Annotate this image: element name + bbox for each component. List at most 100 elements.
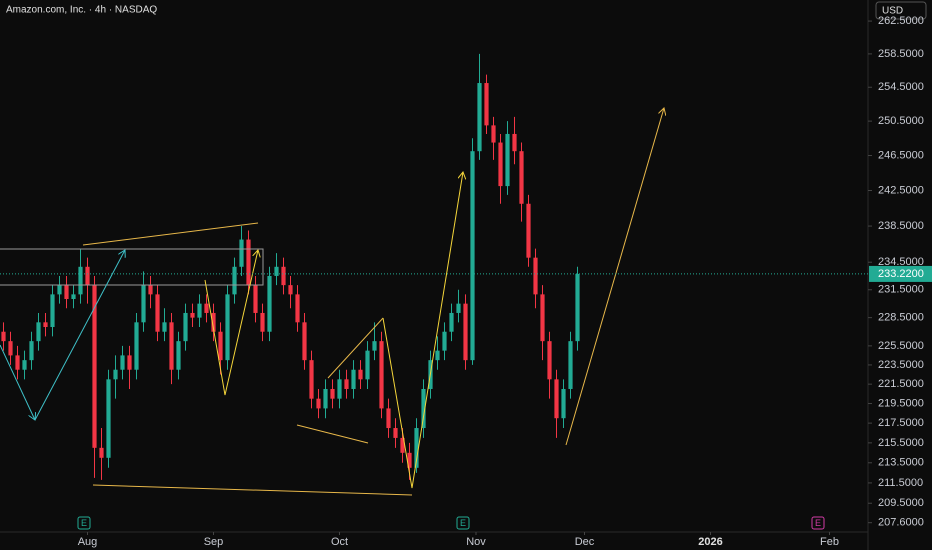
- y-tick-label: 219.5000: [878, 397, 924, 409]
- y-tick-label: 234.5000: [878, 256, 924, 268]
- candle-body: [568, 341, 573, 389]
- candle-body: [554, 379, 559, 419]
- candle-body: [295, 294, 300, 323]
- earnings-label: E: [815, 518, 821, 528]
- price-label-box: [869, 265, 932, 282]
- candle-body: [204, 303, 209, 313]
- candle-body: [498, 142, 503, 187]
- zigzag: [382, 172, 463, 489]
- candle-body: [36, 322, 41, 342]
- y-tick-label: 258.5000: [878, 48, 924, 60]
- candle-body: [106, 379, 111, 458]
- candle-body: [64, 285, 69, 300]
- candles: [1, 53, 580, 480]
- earnings-label: E: [81, 518, 87, 528]
- drawings: [0, 108, 664, 496]
- candle-body: [561, 388, 566, 419]
- trend-arrow: [34, 250, 125, 421]
- trend-line: [92, 484, 413, 496]
- candle-body: [547, 341, 552, 380]
- candle-body: [477, 83, 482, 152]
- trend-arrow: [0, 344, 35, 420]
- candle-body: [435, 350, 440, 361]
- earnings-marker[interactable]: [456, 516, 470, 530]
- candle-body: [197, 303, 202, 318]
- candle-body: [421, 388, 426, 429]
- x-tick-label: 2026: [698, 536, 722, 548]
- candle-body: [29, 341, 34, 361]
- currency-button[interactable]: [875, 1, 927, 20]
- candle-body: [512, 133, 517, 152]
- candle-body: [78, 266, 83, 295]
- candle-body: [288, 285, 293, 295]
- y-tick-label: 238.5000: [878, 220, 924, 232]
- candle-body: [463, 303, 468, 361]
- trend-line: [327, 317, 384, 379]
- y-tick-label: 217.5000: [878, 417, 924, 429]
- x-tick-label: Nov: [466, 536, 486, 548]
- y-tick-label: 207.6000: [878, 517, 924, 529]
- currency[interactable]: USD: [882, 6, 903, 17]
- candle-body: [92, 285, 97, 448]
- candle-body: [379, 341, 384, 409]
- candle-body: [127, 355, 132, 370]
- x-tick-label: Feb: [820, 536, 839, 548]
- candle-body: [162, 322, 167, 332]
- candle-body: [50, 294, 55, 328]
- candle-body: [1, 331, 6, 342]
- candle-body: [22, 360, 27, 370]
- candle-body: [43, 322, 48, 328]
- candle-body: [190, 312, 195, 318]
- candle-body: [176, 341, 181, 370]
- projection-arrow: [565, 108, 664, 446]
- candle-body: [246, 239, 251, 286]
- candle-body: [351, 369, 356, 389]
- candle-body: [393, 428, 398, 438]
- earnings-marker[interactable]: [77, 516, 91, 530]
- candle-body: [365, 350, 370, 380]
- earnings-marker[interactable]: [811, 516, 825, 530]
- candle-body: [519, 151, 524, 204]
- candle-body: [218, 331, 223, 361]
- candle-body: [575, 273, 580, 342]
- candle-body: [155, 294, 160, 332]
- candle-body: [141, 285, 146, 323]
- y-tick-label: 215.5000: [878, 437, 924, 449]
- candle-body: [253, 285, 258, 313]
- candle-body: [358, 369, 363, 380]
- candle-body: [337, 379, 342, 399]
- x-tick-label: Aug: [78, 536, 98, 548]
- y-tick-label: 221.5000: [878, 378, 924, 390]
- candle-body: [85, 266, 90, 286]
- y-tick-label: 242.5000: [878, 184, 924, 196]
- x-tick-label: Sep: [204, 536, 224, 548]
- price-label: 233.2200: [878, 268, 924, 280]
- candle-body: [71, 294, 76, 300]
- y-tick-label: 213.5000: [878, 457, 924, 469]
- plot-area: [0, 0, 868, 532]
- candle-body: [330, 388, 335, 399]
- y-tick-label: 209.5000: [878, 497, 924, 509]
- trend-line: [82, 222, 259, 246]
- y-tick-label: 250.5000: [878, 115, 924, 127]
- candle-body: [400, 437, 405, 453]
- candle-body: [386, 408, 391, 429]
- candle-body: [169, 322, 174, 370]
- chart-title: Amazon.com, Inc. · 4h · NASDAQ: [6, 5, 157, 16]
- candle-body: [113, 369, 118, 380]
- candle-body: [232, 266, 237, 295]
- candle-body: [491, 125, 496, 143]
- candle-body: [183, 312, 188, 342]
- x-tick-label: Oct: [331, 536, 348, 548]
- y-tick-label: 211.5000: [878, 477, 923, 489]
- candle-body: [442, 331, 447, 351]
- candle-body: [8, 341, 13, 356]
- candle-body: [533, 257, 538, 295]
- trend-line: [296, 424, 369, 444]
- y-tick-label: 262.5000: [878, 15, 924, 27]
- candle-body: [309, 360, 314, 399]
- candle-body: [414, 428, 419, 468]
- candle-body: [57, 285, 62, 295]
- candle-body: [302, 322, 307, 361]
